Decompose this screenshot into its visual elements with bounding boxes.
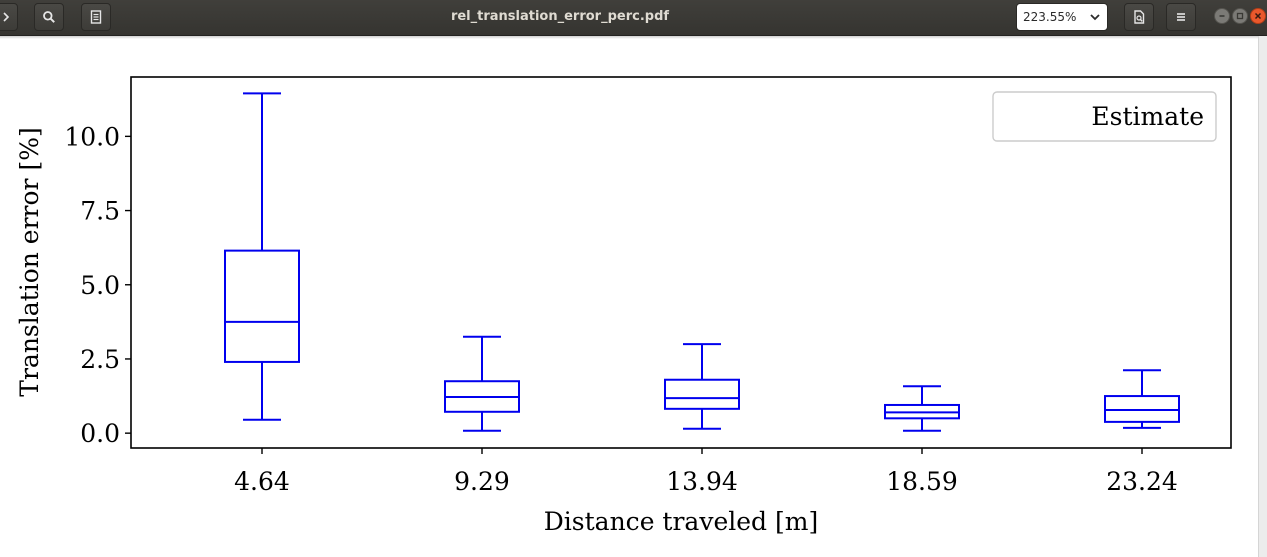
vertical-scrollbar[interactable]: [1258, 36, 1267, 557]
box-1: [224, 92, 300, 421]
title-bar: rel_translation_error_perc.pdf 223.55%: [0, 0, 1267, 36]
toolbar-shadow: [0, 36, 1267, 39]
plot-frame: [130, 76, 1232, 449]
plot-boxes: [224, 92, 1180, 432]
hamburger-menu-icon: [1177, 13, 1185, 21]
close-button[interactable]: [1250, 8, 1266, 24]
x-tick-label: 9.29: [454, 467, 510, 496]
x-tick-label: 13.94: [666, 467, 738, 496]
x-axis-label: Distance traveled [m]: [544, 507, 818, 536]
menu-button[interactable]: [1166, 3, 1196, 31]
annotations-button[interactable]: [81, 3, 111, 31]
box-5: [1104, 369, 1180, 429]
maximize-icon: [1236, 12, 1244, 20]
minimize-button[interactable]: [1214, 8, 1230, 24]
y-tick-label: 0.0: [80, 419, 120, 448]
y-tick-label: 10.0: [64, 122, 120, 151]
axis-ticks: 4.64 9.29 13.94 18.59 23.24 0.0 2.5 5.0 7.5 10.0: [64, 122, 1177, 496]
box-2: [444, 335, 520, 432]
legend-entry-label: Estimate: [1091, 102, 1204, 131]
document-icon: [90, 10, 102, 24]
print-preview-button[interactable]: [1124, 3, 1154, 31]
legend-box: [992, 91, 1217, 142]
search-button[interactable]: [34, 3, 64, 31]
y-tick-label: 5.0: [80, 271, 120, 300]
window-title: rel_translation_error_perc.pdf: [450, 9, 670, 24]
y-tick-label: 7.5: [80, 197, 120, 226]
minimize-icon: [1219, 15, 1225, 17]
close-icon: [1254, 12, 1262, 20]
box-4: [884, 385, 960, 432]
interquartile-box: [224, 249, 300, 363]
search-icon: [43, 11, 55, 23]
maximize-button[interactable]: [1232, 8, 1248, 24]
chevron-down-icon: [1090, 14, 1100, 21]
box-3: [664, 343, 740, 430]
sidebar-toggle-button[interactable]: [0, 3, 18, 31]
interquartile-box: [664, 378, 740, 410]
y-axis-label: Translation error [%]: [15, 127, 44, 396]
x-tick-label: 18.59: [886, 467, 958, 496]
print-preview-icon: [1134, 10, 1145, 24]
x-tick-label: 23.24: [1106, 467, 1178, 496]
y-tick-label: 2.5: [80, 345, 120, 374]
interquartile-box: [1104, 395, 1180, 423]
zoom-select[interactable]: 223.55%: [1016, 3, 1108, 31]
zoom-value: 223.55%: [1023, 10, 1077, 24]
x-tick-label: 4.64: [234, 467, 290, 496]
chevron-right-icon: [3, 12, 10, 22]
